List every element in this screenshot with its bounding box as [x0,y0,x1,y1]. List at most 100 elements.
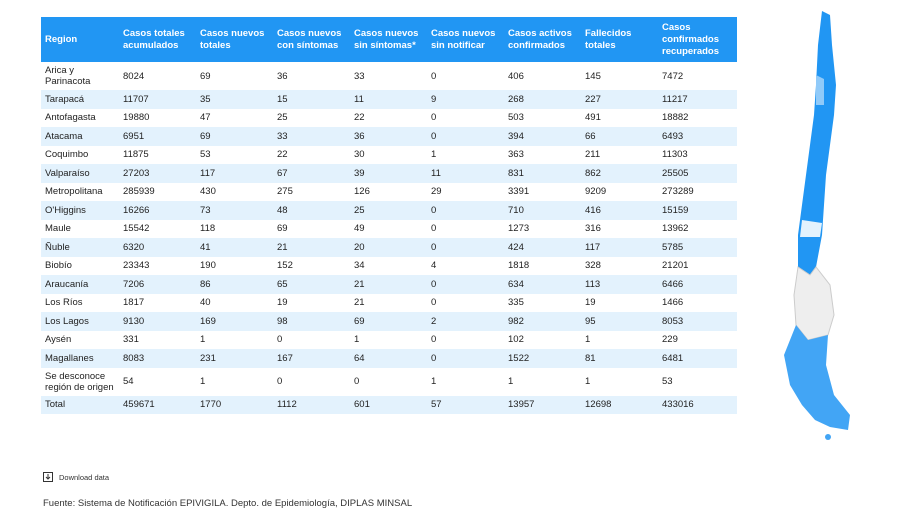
table-row: Maule 15542 118 69 49 0 1273 316 13962 [41,220,737,239]
value-cell: 69 [196,127,273,146]
value-cell: 331 [123,334,139,346]
value-cell: 118 [200,223,216,235]
region-cell: Maule [45,223,71,235]
value-cell: 8053 [658,312,737,331]
region-cell: Antofagasta [45,112,96,124]
header-cell: Casos confirmados recuperados [658,17,737,62]
region-cell: Tarapacá [41,90,119,109]
value-cell: 102 [508,334,524,346]
value-cell: 21 [350,275,427,294]
value-cell: 316 [585,223,601,235]
value-cell: 231 [196,349,273,368]
value-cell: 19880 [123,112,150,124]
value-cell: 285939 [123,186,155,198]
value-cell: 27203 [119,164,196,183]
value-cell: 0 [427,201,504,220]
value-cell: 1 [354,334,360,346]
region-cell: Arica y Parinacota [45,65,91,87]
table-row: Magallanes 8083 231 167 64 0 1522 81 6481 [41,349,737,368]
value-cell: 152 [277,260,293,272]
value-cell: 53 [200,149,211,161]
header-cell: Region [41,17,119,62]
value-cell: 491 [585,112,601,124]
region-cell: Valparaíso [41,164,119,183]
value-cell: 66 [581,127,658,146]
region-cell: Los Lagos [41,312,119,331]
value-cell: 6951 [119,127,196,146]
source-note: Fuente: Sistema de Notificación EPIVIGIL… [43,498,413,509]
header-cell: Casos nuevos con síntomas [273,17,350,62]
table-row: Se desconoce región de origen 54 1 0 0 1 1 1 53 [41,368,737,396]
value-cell: 169 [196,312,273,331]
region-cell: Aysén [45,334,72,346]
value-cell: 117 [581,238,658,257]
value-cell: 64 [350,349,427,368]
value-cell: 65 [273,275,350,294]
map-island [825,434,831,440]
value-cell: 34 [354,260,365,272]
value-cell: 11303 [662,149,688,161]
value-cell: 1522 [504,349,581,368]
value-cell: 30 [354,149,365,161]
table-row: Arica y Parinacota 8024 69 36 33 0 406 145 7472 [41,62,737,90]
table-row: Ñuble 6320 41 21 20 0 424 117 5785 [41,238,737,257]
value-cell: 21 [354,297,365,309]
value-cell: 11707 [119,90,196,109]
table-row: Antofagasta 19880 47 25 22 0 503 491 18882 [41,109,737,128]
value-cell: 15542 [123,223,150,235]
region-cell: Coquimbo [45,149,89,161]
header-cell: Casos nuevos totales [196,17,273,62]
value-cell: 117 [196,164,273,183]
value-cell: 69 [350,312,427,331]
map-region [800,220,822,237]
value-cell: 363 [508,149,524,161]
value-cell: 12698 [581,395,658,414]
value-cell: 0 [277,376,283,387]
value-cell: 25505 [658,164,737,183]
value-cell: 1 [431,376,437,387]
region-cell: Biobío [45,260,72,272]
value-cell: 273289 [662,186,694,198]
value-cell: 0 [354,376,360,387]
region-cell: Se desconoce región de origen [45,370,114,393]
value-cell: 11875 [123,149,149,161]
header-cell: Casos nuevos sin síntomas* [350,17,427,62]
value-cell: 1 [585,334,591,346]
value-cell: 11 [350,90,427,109]
value-cell: 6481 [658,349,737,368]
download-link[interactable]: Download data [43,472,109,482]
value-cell: 1273 [508,223,530,235]
value-cell: 11217 [658,90,737,109]
value-cell: 36 [350,127,427,146]
data-table: Region Casos totales acumulados Casos nuev… [41,17,737,414]
value-cell: 69 [277,223,288,235]
table-row: Total 459671 1770 1112 601 57 13957 12698 433016 [41,395,737,414]
value-cell: 982 [504,312,581,331]
value-cell: 459671 [119,395,196,414]
value-cell: 21201 [662,260,689,272]
region-map [784,11,850,440]
value-cell: 430 [200,186,216,198]
header-cell: Casos nuevos sin notificar [427,17,504,62]
value-cell: 0 [277,334,283,346]
value-cell: 0 [431,297,437,309]
value-cell: 113 [581,275,658,294]
table-row: Biobío 23343 190 152 34 4 1818 328 21201 [41,257,737,276]
value-cell: 0 [427,275,504,294]
value-cell: 1112 [273,395,350,414]
value-cell: 126 [354,186,370,198]
value-cell: 268 [504,90,581,109]
value-cell: 9130 [119,312,196,331]
table-row: Metropolitana 285939 430 275 126 29 3391 9209 27… [41,183,737,202]
value-cell: 54 [123,376,134,387]
value-cell: 0 [427,238,504,257]
value-cell: 29 [431,186,442,198]
value-cell: 33 [354,70,365,82]
header-cell: Casos activos confirmados [504,17,581,62]
table-row: Tarapacá 11707 35 15 11 9 268 227 11217 [41,90,737,109]
value-cell: 47 [200,112,211,124]
value-cell: 275 [277,186,293,198]
value-cell: 20 [350,238,427,257]
value-cell: 4 [431,260,437,272]
